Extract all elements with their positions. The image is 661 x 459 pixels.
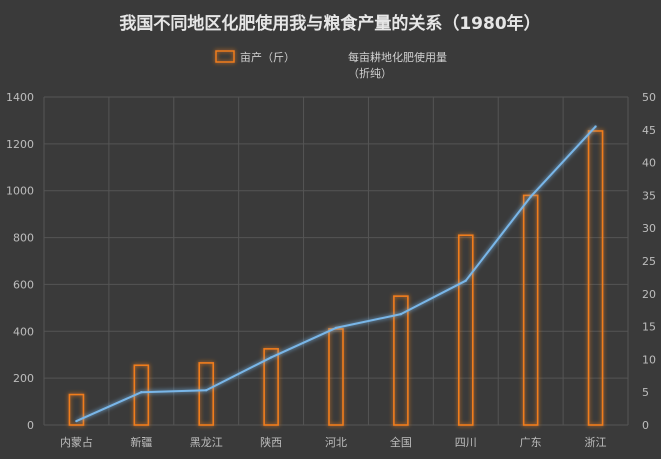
legend-label-yield: 亩产（斤） xyxy=(240,50,295,64)
bar xyxy=(198,362,215,426)
legend: 亩产（斤） 每亩耕地化肥使用量 （折纯） xyxy=(215,50,447,80)
legend-label-fertilizer-line2: （折纯） xyxy=(348,66,392,80)
x-tick-label: 全国 xyxy=(390,435,412,449)
right-tick-label: 15 xyxy=(642,321,656,334)
legend-label-fertilizer-line1: 每亩耕地化肥使用量 xyxy=(348,50,447,64)
right-axis: 0 5 10 15 20 25 30 35 40 45 50 xyxy=(642,91,656,432)
right-tick-label: 25 xyxy=(642,255,656,268)
right-tick-label: 45 xyxy=(642,124,656,137)
bar xyxy=(393,295,409,426)
bar xyxy=(328,328,344,426)
right-tick-label: 10 xyxy=(642,353,656,366)
right-tick-label: 20 xyxy=(642,288,656,301)
x-tick-label: 四川 xyxy=(455,436,477,449)
right-tick-label: 5 xyxy=(642,386,649,399)
left-tick-label: 400 xyxy=(13,325,34,338)
right-tick-label: 35 xyxy=(642,189,656,202)
left-tick-label: 600 xyxy=(13,278,34,291)
legend-bar-swatch xyxy=(215,50,235,63)
line-point xyxy=(75,419,78,423)
bar xyxy=(263,348,279,426)
line-point xyxy=(334,326,338,330)
line-point xyxy=(529,195,532,198)
left-tick-label: 1200 xyxy=(6,138,34,151)
line-point xyxy=(464,279,467,282)
right-tick-label: 30 xyxy=(642,222,656,235)
left-tick-label: 1000 xyxy=(6,185,34,198)
left-tick-label: 1400 xyxy=(6,91,34,104)
line-series xyxy=(75,125,597,423)
x-tick-label: 广东 xyxy=(520,436,542,449)
bar xyxy=(587,130,604,426)
right-tick-label: 40 xyxy=(642,157,656,170)
right-tick-label: 50 xyxy=(642,91,656,104)
line-point xyxy=(269,356,273,359)
bar xyxy=(457,234,474,426)
x-tick-label: 河北 xyxy=(325,436,347,449)
gridlines xyxy=(43,96,629,426)
left-axis: 0 200 400 600 800 1000 1200 1400 xyxy=(6,91,34,432)
left-tick-label: 800 xyxy=(13,232,34,245)
right-tick-label: 0 xyxy=(642,419,649,432)
line-point xyxy=(399,312,403,316)
chart-title: 我国不同地区化肥使用我与粮食产量的关系（1980年） xyxy=(119,13,540,34)
x-tick-label: 陕西 xyxy=(260,435,282,449)
left-tick-label: 200 xyxy=(13,372,34,385)
x-axis: 内蒙占 新疆 黑龙江 陕西 河北 全国 四川 广东 浙江 xyxy=(60,435,607,449)
x-tick-label: 浙江 xyxy=(585,436,607,449)
x-tick-label: 黑龙江 xyxy=(190,436,223,449)
x-tick-label: 内蒙占 xyxy=(60,435,93,449)
line-point xyxy=(594,125,597,128)
fertilizer-line xyxy=(76,125,597,422)
line-point xyxy=(140,391,143,394)
x-tick-label: 新疆 xyxy=(130,435,152,449)
bar xyxy=(68,393,85,426)
line-point xyxy=(205,389,208,392)
left-tick-label: 0 xyxy=(27,419,34,432)
bar-series xyxy=(68,130,604,426)
bar xyxy=(522,194,539,426)
